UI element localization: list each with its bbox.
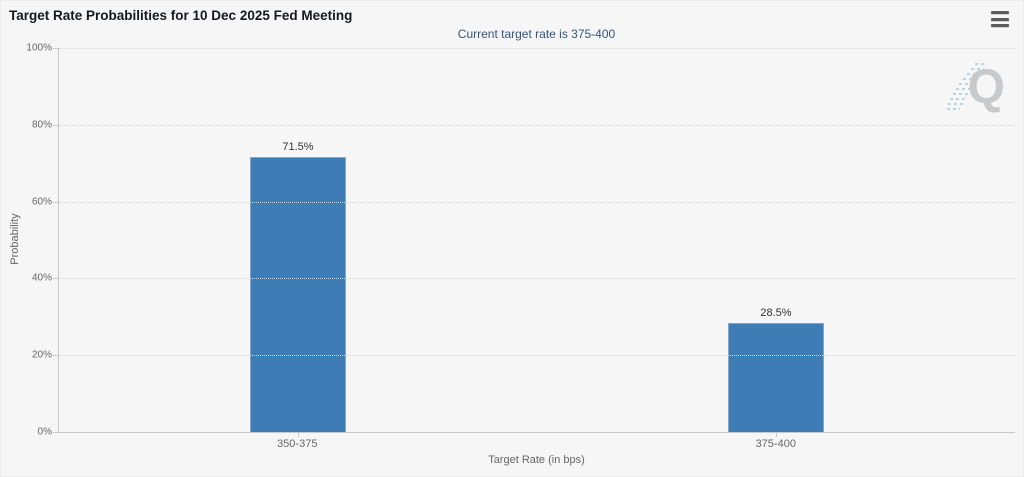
y-axis-title: Probability	[9, 213, 21, 265]
bar-slot-375-400: 28.5%	[537, 48, 1015, 437]
chart-title: Target Rate Probabilities for 10 Dec 202…	[9, 8, 353, 23]
y-axis-tick-label: 0%	[37, 426, 52, 438]
x-axis-tick	[776, 433, 777, 437]
y-axis-tick	[53, 355, 59, 357]
y-gridline	[59, 124, 1015, 126]
hamburger-icon	[991, 24, 1009, 27]
quikstrike-watermark: Q	[947, 58, 1009, 120]
bar-value-label: 71.5%	[282, 141, 314, 154]
x-axis-labels: 350-375 375-400	[58, 438, 1015, 450]
bar-375-400[interactable]	[728, 322, 824, 432]
x-axis-label: 350-375	[277, 438, 318, 450]
y-axis-tick-label: 40%	[31, 272, 52, 284]
x-axis-label: 375-400	[755, 438, 796, 450]
y-axis-tick	[53, 201, 59, 203]
x-axis-title: Target Rate (in bps)	[488, 454, 585, 466]
quikstrike-logo-letter: Q	[967, 61, 1005, 114]
bar-350-375[interactable]	[250, 157, 346, 432]
chart-menu-button[interactable]	[989, 10, 1011, 28]
bar-slots: 71.5% 28.5%	[59, 48, 1015, 437]
y-axis-tick-label: 80%	[31, 119, 52, 131]
chart-subtitle: Current target rate is 375-400	[457, 27, 616, 41]
plot-area: Q 71.5% 28.5% 0% 20% 40% 60% 80% 100%	[26, 43, 1015, 438]
hamburger-icon	[991, 11, 1009, 14]
watermark-dashes-icon	[947, 63, 987, 110]
y-gridline	[59, 278, 1015, 280]
y-axis-tick-label: 20%	[31, 349, 52, 361]
x-axis-tick	[298, 433, 299, 437]
y-axis-tick-label: 100%	[26, 42, 52, 54]
y-gridline	[59, 355, 1015, 357]
y-axis-tick	[53, 124, 59, 126]
y-gridline	[59, 201, 1015, 203]
y-axis-tick	[53, 278, 59, 280]
y-gridline	[59, 48, 1015, 49]
bar-value-label: 28.5%	[760, 306, 792, 319]
y-axis-tick	[53, 432, 59, 433]
y-axis-tick-label: 60%	[31, 196, 52, 208]
y-axis-tick	[53, 48, 59, 49]
hamburger-icon	[991, 17, 1009, 21]
bar-slot-350-375: 71.5%	[59, 48, 537, 437]
